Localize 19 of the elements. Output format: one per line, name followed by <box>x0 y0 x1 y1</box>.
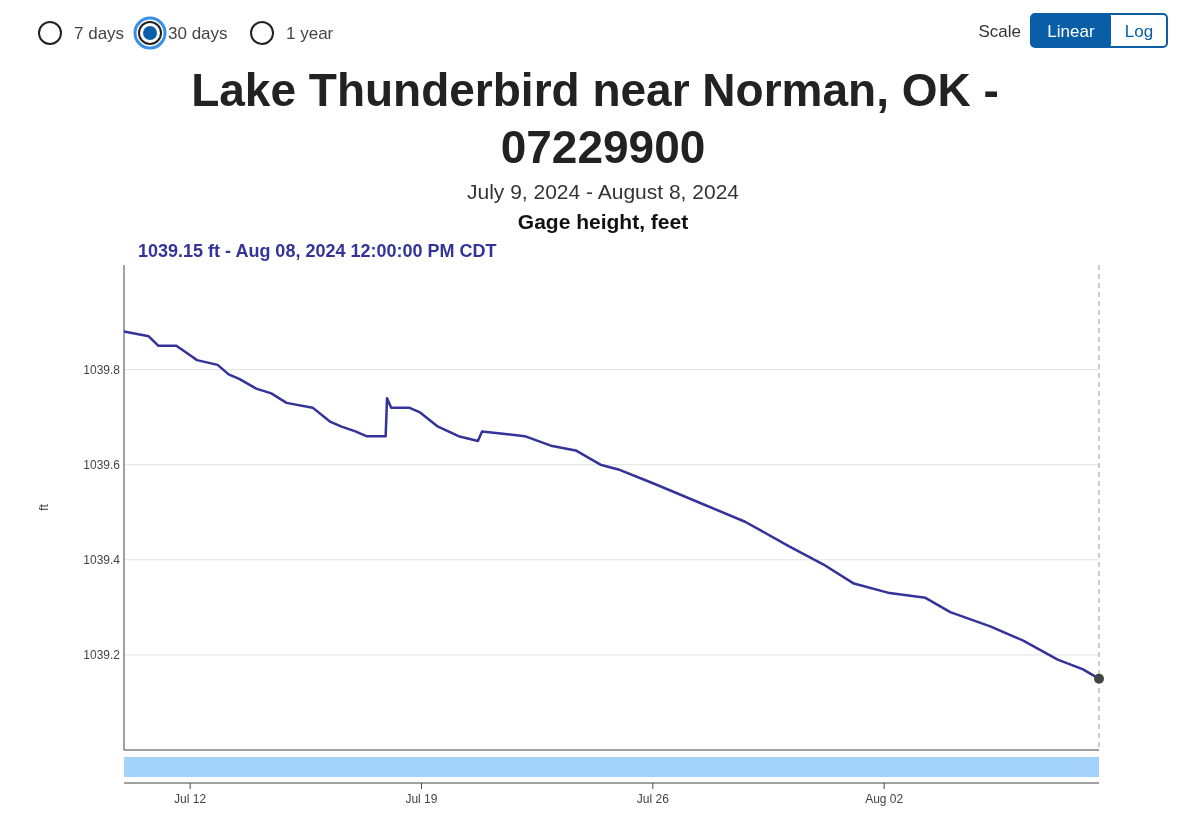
x-tick-label: Jul 12 <box>174 792 207 806</box>
y-axis-title: ft <box>37 503 51 511</box>
text: 7 days <box>74 24 125 43</box>
text: 1 year <box>286 24 334 43</box>
y-tick-label: 1039.6 <box>83 457 121 472</box>
text: Gage height, feet <box>517 210 689 233</box>
y-tick-label: 1039.8 <box>83 362 121 377</box>
x-tick-label: Aug 02 <box>865 792 904 806</box>
x-tick-label: Jul 26 <box>636 792 670 806</box>
chart-title: Lake Thunderbird near Norman, OK - 07229900 <box>191 64 999 173</box>
text: Linear <box>1047 22 1095 41</box>
y-tick-label: 1039.2 <box>83 647 121 662</box>
text: 30 days <box>168 24 228 43</box>
text: Scale <box>978 22 1021 41</box>
x-tick-label: Jul 19 <box>405 792 438 806</box>
text: 1039.15 ft - Aug 08, 2024 12:00:00 PM CDT <box>138 241 497 261</box>
y-tick-label: 1039.4 <box>83 552 121 567</box>
text: Log <box>1124 22 1154 41</box>
chart-subtitle: July 9, 2024 - August 8, 2024 <box>466 180 740 203</box>
